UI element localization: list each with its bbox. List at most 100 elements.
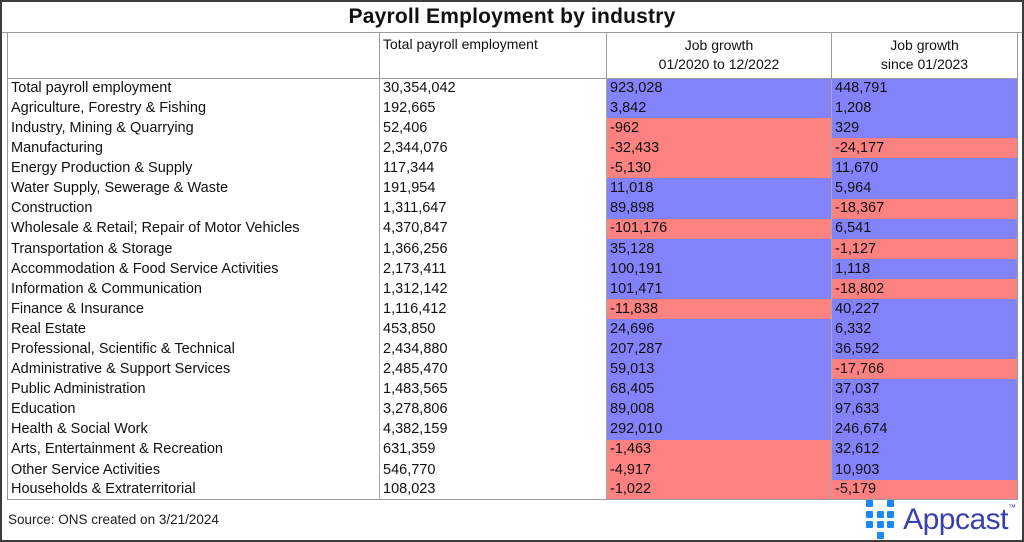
- total-employment-cell: 2,485,470: [379, 359, 607, 380]
- title-bar: Payroll Employment by industry: [2, 2, 1022, 33]
- growth-2020-2022-cell: 24,696: [606, 319, 832, 340]
- growth-since-2023-cell: 1,208: [831, 98, 1018, 119]
- total-employment-cell: 4,370,847: [379, 218, 607, 239]
- growth-since-2023-cell: 11,670: [831, 158, 1018, 179]
- growth-since-2023-cell: 329: [831, 118, 1018, 139]
- table-row: Administrative & Support Services 2,485,4…: [8, 359, 1018, 380]
- total-employment-cell: 2,434,880: [379, 339, 607, 360]
- growth-since-2023-cell: -18,367: [831, 198, 1018, 219]
- total-employment-cell: 1,483,565: [379, 379, 607, 400]
- header-total-employment: Total payroll employment: [379, 33, 607, 79]
- growth-2020-2022-cell: -101,176: [606, 218, 832, 239]
- growth-2020-2022-cell: -4,917: [606, 459, 832, 480]
- header-growth-2020-2022-line1: Job growth: [684, 37, 754, 54]
- growth-since-2023-cell: 246,674: [831, 419, 1018, 440]
- growth-2020-2022-cell: 101,471: [606, 278, 832, 300]
- growth-since-2023-cell: -5,179: [831, 479, 1018, 500]
- table-row: Construction 1,311,647 89,898 -18,367: [8, 198, 1018, 219]
- header-growth-since-2023: Job growth since 01/2023: [831, 33, 1018, 79]
- trademark-symbol: ™: [1008, 503, 1016, 513]
- total-employment-cell: 192,665: [379, 98, 607, 119]
- industry-cell: Professional, Scientific & Technical: [11, 341, 235, 358]
- growth-since-2023-cell: 32,612: [831, 439, 1018, 460]
- growth-2020-2022-cell: -32,433: [606, 138, 832, 159]
- total-employment-cell: 631,359: [379, 439, 607, 460]
- source-note: Source: ONS created on 3/21/2024: [8, 512, 219, 528]
- total-employment-cell: 1,116,412: [379, 299, 607, 320]
- growth-2020-2022-cell: -5,130: [606, 158, 832, 179]
- table-row: Finance & Insurance 1,116,412 -11,838 40,22…: [8, 299, 1018, 320]
- header-row: Total payroll employment Job growth 01/2…: [7, 33, 1018, 79]
- industry-cell: Wholesale & Retail; Repair of Motor Vehi…: [11, 220, 300, 237]
- total-employment-cell: 2,173,411: [379, 258, 607, 279]
- total-employment-cell: 52,406: [379, 118, 607, 139]
- table-body: Total payroll employment 30,354,042 923,02…: [8, 78, 1018, 500]
- table-row: Education 3,278,806 89,008 97,633: [8, 399, 1018, 420]
- industry-cell: Total payroll employment: [11, 80, 172, 97]
- table-row: Other Service Activities 546,770 -4,917 10,…: [8, 459, 1018, 480]
- industry-cell: Agriculture, Forestry & Fishing: [11, 99, 207, 116]
- growth-2020-2022-cell: 59,013: [606, 359, 832, 380]
- header-growth-2020-2022: Job growth 01/2020 to 12/2022: [606, 33, 832, 79]
- total-employment-cell: 1,366,256: [379, 238, 607, 259]
- total-employment-cell: 1,311,647: [379, 198, 607, 219]
- industry-cell: Arts, Entertainment & Recreation: [11, 441, 223, 458]
- total-employment-cell: 1,312,142: [379, 278, 607, 300]
- growth-since-2023-cell: 97,633: [831, 399, 1018, 420]
- table-row: Health & Social Work 4,382,159 292,010 246,…: [8, 419, 1018, 440]
- table-row: Arts, Entertainment & Recreation 631,359-…: [8, 439, 1018, 460]
- growth-2020-2022-cell: 35,128: [606, 238, 832, 259]
- total-employment-cell: 2,344,076: [379, 138, 607, 159]
- table-row: Manufacturing 2,344,076 -32,433 -24,177: [8, 138, 1018, 159]
- table-row: Agriculture, Forestry & Fishing 192,665 3,…: [8, 98, 1018, 119]
- table-row: Total payroll employment 30,354,042 923,02…: [8, 78, 1018, 99]
- table-container: Total payroll employment Job growth 01/2…: [2, 33, 1022, 501]
- table-header: Total payroll employment Job growth 01/2…: [7, 33, 1018, 79]
- total-employment-cell: 453,850: [379, 319, 607, 340]
- industry-cell: Transportation & Storage: [11, 240, 173, 257]
- industry-cell: Administrative & Support Services: [11, 361, 231, 378]
- appcast-wordmark: Appcast: [903, 502, 1008, 536]
- growth-2020-2022-cell: 11,018: [606, 178, 832, 199]
- table-row: Energy Production & Supply 117,344 -5,130 1…: [8, 158, 1018, 179]
- table-row: Households & Extraterritorial 108,023 -1,0…: [8, 479, 1018, 500]
- growth-2020-2022-cell: 89,898: [606, 198, 832, 219]
- industry-cell: Education: [11, 401, 76, 418]
- appcast-squares-icon: [866, 500, 895, 539]
- industry-cell: Finance & Insurance: [11, 300, 144, 317]
- total-employment-cell: 3,278,806: [379, 399, 607, 420]
- growth-2020-2022-cell: 68,405: [606, 379, 832, 400]
- growth-since-2023-cell: 6,332: [831, 319, 1018, 340]
- table-row: Accommodation & Food Service Activities 2…: [8, 258, 1018, 279]
- growth-since-2023-cell: -18,802: [831, 278, 1018, 300]
- growth-2020-2022-cell: 923,028: [606, 78, 832, 99]
- growth-since-2023-cell: 10,903: [831, 459, 1018, 480]
- industry-cell: Health & Social Work: [11, 421, 148, 438]
- industry-cell: Water Supply, Sewerage & Waste: [11, 180, 229, 197]
- growth-2020-2022-cell: 292,010: [606, 419, 832, 440]
- industry-cell: Construction: [11, 200, 93, 217]
- industry-cell: Manufacturing: [11, 140, 103, 157]
- growth-since-2023-cell: 5,964: [831, 178, 1018, 199]
- industry-cell: Real Estate: [11, 320, 86, 337]
- industry-cell: Households & Extraterritorial: [11, 481, 196, 498]
- page-title: Payroll Employment by industry: [348, 5, 676, 28]
- table-row: Transportation & Storage 1,366,256 35,128-…: [8, 238, 1018, 259]
- total-employment-cell: 30,354,042: [379, 78, 607, 99]
- table-row: Water Supply, Sewerage & Waste 191,954 11,…: [8, 178, 1018, 199]
- table-row: Industry, Mining & Quarrying 52,406 -962 32…: [8, 118, 1018, 139]
- growth-since-2023-cell: 40,227: [831, 299, 1018, 320]
- growth-since-2023-cell: 448,791: [831, 78, 1018, 99]
- growth-since-2023-cell: -17,766: [831, 359, 1018, 380]
- growth-2020-2022-cell: 3,842: [606, 98, 832, 119]
- growth-since-2023-cell: 37,037: [831, 379, 1018, 400]
- table-row: Real Estate 453,850 24,696 6,332: [8, 319, 1018, 340]
- industry-cell: Energy Production & Supply: [11, 160, 193, 177]
- growth-2020-2022-cell: -1,022: [606, 479, 832, 500]
- header-growth-since-2023-line1: Job growth: [890, 37, 959, 54]
- total-employment-cell: 546,770: [379, 459, 607, 480]
- industry-cell: Industry, Mining & Quarrying: [11, 119, 194, 136]
- payroll-table: Total payroll employment Job growth 01/2…: [7, 33, 1018, 501]
- appcast-logo: Appcast ™: [866, 500, 1016, 539]
